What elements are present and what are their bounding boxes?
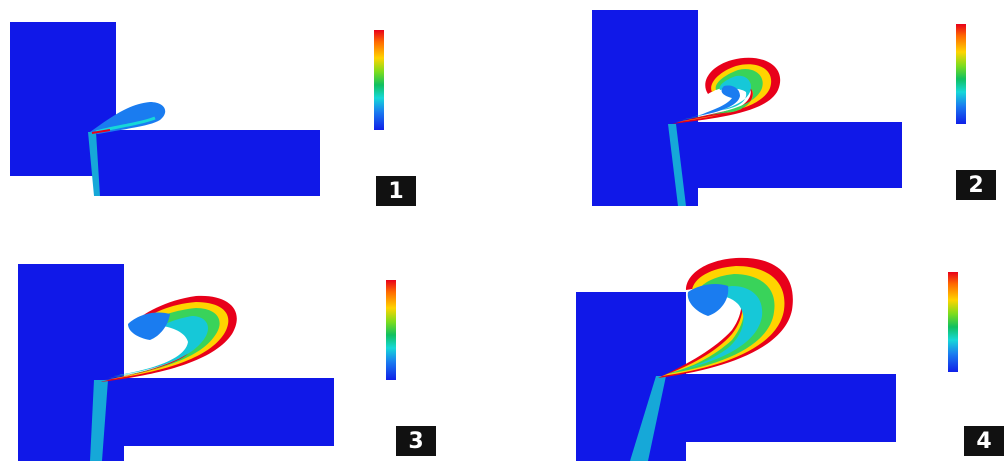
panel-number-badge: 3: [396, 426, 436, 456]
simulation-1: [10, 22, 320, 196]
panel-2: 2: [500, 0, 1006, 230]
shear-zone: [88, 132, 100, 196]
shear-zone: [668, 124, 686, 206]
colorbar-2: [956, 18, 986, 128]
simulation-3: [18, 264, 334, 461]
colorbar-4: [948, 266, 978, 376]
shear-zone: [630, 376, 666, 461]
colorbar-gradient: [956, 24, 966, 124]
chip-cool: [114, 316, 209, 376]
chip-cool: [686, 75, 752, 118]
colorbar-gradient: [386, 280, 396, 380]
shear-zone: [90, 380, 108, 461]
panel-3: 3: [0, 230, 500, 461]
chip-curl-tip: [687, 284, 729, 316]
panel-number-badge: 2: [956, 170, 996, 200]
workpiece: [94, 130, 320, 196]
panel-number-badge: 4: [964, 426, 1004, 456]
colorbar-gradient: [948, 272, 958, 372]
panel-4: 4: [500, 230, 1006, 461]
simulation-2: [592, 10, 902, 206]
colorbar-3: [386, 274, 416, 384]
simulation-4: [576, 257, 896, 461]
chip-curl-tip: [128, 312, 170, 340]
colorbar-gradient: [374, 30, 384, 130]
chip: [90, 102, 166, 134]
workpiece: [672, 122, 902, 188]
panel-1: 1: [0, 0, 500, 230]
workpiece: [104, 378, 334, 446]
chip-cool: [672, 286, 763, 372]
panel-number-badge: 1: [376, 176, 416, 206]
chip-hot: [91, 129, 111, 134]
workpiece: [664, 374, 896, 442]
colorbar-1: [374, 24, 404, 134]
chip-core: [698, 85, 740, 116]
